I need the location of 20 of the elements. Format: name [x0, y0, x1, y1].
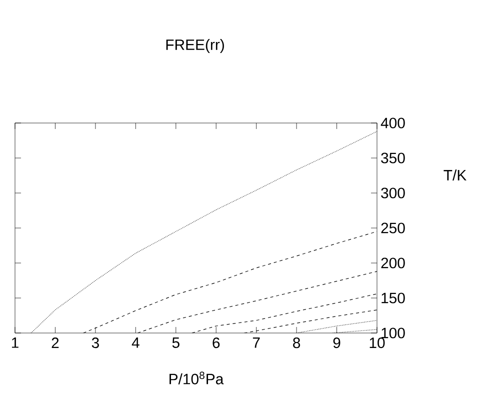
x-tick-label: 8	[293, 338, 300, 348]
y-tick-label: 400	[380, 118, 405, 128]
y-tick-label: 250	[381, 222, 405, 234]
y-axis-title: T/K	[444, 170, 466, 180]
x-tick-label: 1	[12, 338, 18, 348]
x-tick-label: 3	[92, 338, 99, 348]
x-tick-label: 6	[212, 338, 220, 348]
x-tick-label: 5	[172, 338, 180, 348]
x-tick-label: 4	[132, 338, 140, 348]
x-axis-title: P/10$^{8}$Pa	[170, 372, 224, 384]
y-tick-label: 300	[381, 188, 405, 198]
y-tick-label: 200	[381, 258, 405, 268]
y-tick-label: 350	[381, 152, 405, 164]
x-tick-label: 7	[252, 338, 260, 348]
y-tick-label: 150	[382, 292, 405, 304]
chart-title: FREE(rr)	[166, 39, 224, 53]
x-tick-label: 2	[52, 338, 59, 348]
x-tick-label: 9	[333, 338, 340, 348]
x-tick-label: 10	[370, 338, 385, 348]
y-tick-label: 100	[382, 328, 405, 338]
